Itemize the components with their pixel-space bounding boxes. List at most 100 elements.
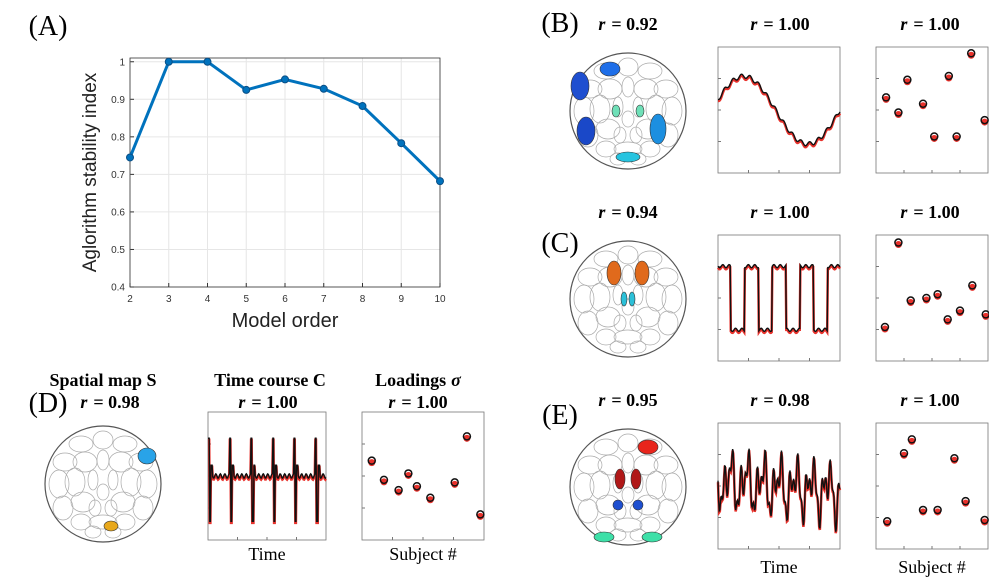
- brain-region: [136, 469, 158, 499]
- black-circle: [929, 132, 939, 141]
- brain-region: [593, 250, 619, 268]
- brain-region: [573, 284, 595, 314]
- brain-region: [661, 472, 683, 502]
- black-circle: [462, 432, 472, 441]
- loadings-frame: [875, 46, 989, 174]
- black-circle: [907, 435, 917, 444]
- black-circle: [906, 296, 915, 305]
- y-tick-label: 1: [119, 57, 125, 68]
- brain-region: [132, 495, 154, 521]
- data-point: [164, 57, 173, 66]
- brain-region: [629, 340, 647, 354]
- brain-region: [621, 486, 635, 504]
- r-title: r = 1.00: [750, 14, 809, 34]
- brain-region: [593, 438, 619, 456]
- r-value: = 0.94: [611, 202, 657, 222]
- r-symbol: r: [900, 202, 908, 222]
- r-value: = 1.00: [913, 14, 959, 34]
- component-blob: [630, 468, 642, 490]
- brain-region: [107, 469, 119, 491]
- brain-region: [52, 452, 78, 472]
- black-circle: [426, 493, 435, 503]
- time-frame: [717, 46, 841, 174]
- x-label: Subject #: [389, 544, 457, 564]
- r-value: = 1.00: [913, 390, 959, 410]
- data-point: [281, 75, 289, 84]
- component-blob: [593, 531, 615, 543]
- data-point: [358, 102, 367, 111]
- x-label: Time: [760, 557, 797, 577]
- brain-region: [92, 430, 114, 450]
- r-title: r = 1.00: [900, 202, 959, 222]
- r-title: r = 0.98: [750, 390, 809, 410]
- brain-region: [589, 470, 611, 500]
- brain-region: [52, 495, 74, 521]
- r-symbol: r: [750, 390, 758, 410]
- brain-region: [112, 435, 138, 453]
- brain-region: [621, 110, 635, 128]
- time-frame: [717, 234, 841, 362]
- black-circle: [981, 310, 989, 319]
- brain-region: [68, 435, 94, 453]
- brain-region: [609, 340, 627, 354]
- brain-map: [44, 425, 162, 543]
- r-title: r = 1.00: [238, 392, 297, 412]
- brain-region: [589, 94, 611, 124]
- brain-region: [613, 517, 643, 533]
- x-tick-label: 8: [360, 294, 366, 305]
- brain-region: [595, 118, 621, 140]
- r-title: r = 1.00: [900, 14, 959, 34]
- component-blob: [606, 260, 622, 286]
- black-circle: [379, 475, 389, 485]
- brain-region: [87, 469, 99, 491]
- x-tick-label: 6: [282, 294, 288, 305]
- data-point: [242, 85, 251, 94]
- x-tick-label: 10: [434, 294, 446, 305]
- black-circle: [476, 510, 485, 519]
- brain-region: [637, 250, 663, 268]
- component-blob: [637, 439, 659, 455]
- y-tick-label: 0.5: [111, 245, 125, 256]
- data-point: [203, 57, 212, 66]
- brain-region: [48, 469, 70, 499]
- column-header: Loadings σ: [375, 370, 462, 390]
- black-circle: [966, 49, 976, 58]
- brain-region: [70, 491, 96, 513]
- brain-region: [589, 282, 611, 312]
- x-tick-label: 7: [321, 294, 327, 305]
- brain-region: [577, 310, 599, 336]
- brain-region: [661, 96, 683, 126]
- r-symbol: r: [238, 392, 246, 412]
- component-blob: [632, 499, 644, 511]
- brain-region: [64, 467, 86, 497]
- y-tick-label: 0.4: [111, 283, 125, 294]
- component-blob: [599, 61, 621, 77]
- brain-region: [653, 79, 679, 99]
- component-blob: [635, 104, 645, 118]
- black-circle: [943, 315, 952, 324]
- red-trace: [716, 449, 842, 534]
- column-header: Spatial map S: [49, 370, 156, 390]
- black-circle: [450, 478, 459, 487]
- x-label: Time: [248, 544, 285, 564]
- component-blob: [137, 447, 157, 465]
- black-circle: [881, 93, 891, 102]
- brain-map: [569, 428, 687, 546]
- brain-region: [613, 329, 643, 345]
- brain-region: [639, 140, 661, 158]
- brain-region: [645, 470, 667, 500]
- r-title: r = 0.92: [598, 14, 657, 34]
- brain-region: [645, 282, 667, 312]
- black-circle: [899, 448, 909, 458]
- black-circle: [394, 485, 403, 495]
- black-circle: [367, 456, 377, 465]
- component-blob: [641, 531, 663, 543]
- data-point: [319, 84, 328, 93]
- black-circle: [894, 108, 903, 117]
- r-symbol: r: [388, 392, 396, 412]
- brain-region: [621, 298, 635, 316]
- y-tick-label: 0.9: [111, 95, 125, 106]
- y-tick-label: 0.7: [111, 170, 125, 181]
- r-value: = 1.00: [763, 202, 809, 222]
- panel-label: (E): [542, 400, 578, 431]
